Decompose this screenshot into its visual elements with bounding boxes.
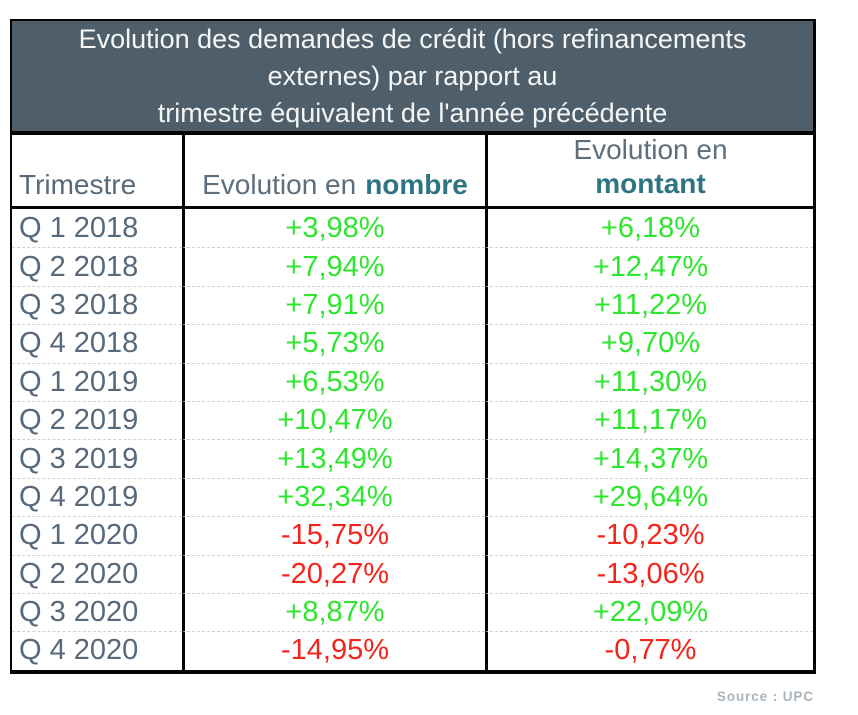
table-row: Q 4 2019 +32,34% +29,64%: [12, 477, 813, 517]
nombre-value: +5,73%: [182, 324, 485, 363]
table-row: Q 3 2020 +8,87% +22,09%: [12, 592, 813, 632]
montant-value: +14,37%: [485, 439, 813, 478]
quarter-label: Q 1 2018: [19, 211, 139, 244]
montant-value: -10,23%: [485, 516, 813, 555]
table-row: Q 2 2020 -20,27% -13,06%: [12, 554, 813, 593]
quarter-label: Q 1 2020: [12, 516, 182, 554]
quarter-label: Q 2 2019: [12, 400, 182, 439]
montant-value: +22,09%: [485, 592, 813, 632]
montant-value: +12,47%: [485, 247, 813, 286]
nombre-value: +13,49%: [182, 439, 485, 478]
table-title-line: externes) par rapport au: [267, 60, 558, 91]
table-row: Q 1 2019 +6,53% +11,30%: [12, 362, 813, 401]
nombre-value: +7,94%: [182, 247, 485, 286]
column-header-evolution-nombre: Evolution en nombre: [182, 135, 485, 206]
nombre-value: +8,87%: [182, 592, 485, 632]
nombre-value: -20,27%: [182, 554, 485, 593]
montant-value: -0,77%: [485, 631, 813, 670]
nombre-value: -15,75%: [182, 516, 485, 555]
table-row: Q 3 2019 +13,49% +14,37%: [12, 439, 813, 478]
table-row: Q 3 2018 +7,91% +11,22%: [12, 285, 813, 325]
quarter-label: Q 2 2018: [12, 247, 182, 285]
table-row: Q 4 2020 -14,95% -0,77%: [12, 631, 813, 670]
source-caption: Source : UPC: [716, 689, 814, 704]
montant-value: -13,06%: [485, 554, 813, 593]
nombre-value: +32,34%: [182, 477, 485, 517]
nombre-value: +7,91%: [182, 285, 485, 325]
quarter-label: Q 3 2018: [12, 285, 182, 324]
quarter-label: Q 3 2019: [12, 439, 182, 477]
quarter-label: Q 1 2019: [12, 362, 182, 401]
table-row: Q 4 2018 +5,73% +9,70%: [12, 324, 813, 363]
quarter-label: Q 4 2018: [12, 324, 182, 362]
montant-value: +11,30%: [485, 362, 813, 401]
quarter-label: Q 4 2019: [12, 477, 182, 516]
quarter-label: Q 4 2020: [12, 631, 182, 669]
column-header-evolution-montant: Evolution en montant: [485, 135, 813, 206]
table-title-line: trimestre équivalent de l'année précéden…: [157, 97, 668, 128]
nombre-value: +6,53%: [182, 362, 485, 401]
table-row: Q 1 2018 +3,98% +6,18%: [12, 209, 813, 248]
header-prefix: Evolution en: [202, 169, 357, 200]
table-row: Q 1 2020 -15,75% -10,23%: [12, 516, 813, 555]
montant-value: +9,70%: [485, 324, 813, 363]
table-title-line: Evolution des demandes de crédit (hors r…: [78, 23, 747, 54]
quarter-label: Q 2 2020: [12, 554, 182, 593]
column-header-trimestre: Trimestre: [19, 169, 137, 200]
header-bold-nombre: nombre: [365, 169, 468, 200]
header-bold-montant: montant: [595, 168, 706, 199]
table-row: Q 2 2018 +7,94% +12,47%: [12, 247, 813, 286]
nombre-value: +10,47%: [182, 400, 485, 440]
nombre-value: -14,95%: [182, 631, 485, 670]
montant-value: +11,17%: [485, 400, 813, 440]
quarter-label: Q 3 2020: [12, 592, 182, 631]
montant-value: +29,64%: [485, 477, 813, 517]
montant-value: +6,18%: [485, 209, 813, 248]
nombre-value: +3,98%: [182, 209, 485, 248]
header-prefix: Evolution en: [573, 135, 728, 165]
table-row: Q 2 2019 +10,47% +11,17%: [12, 400, 813, 440]
montant-value: +11,22%: [485, 285, 813, 325]
table-header-row: Trimestre Evolution en nombre Evolution e…: [12, 135, 813, 209]
table-title: Evolution des demandes de crédit (hors r…: [12, 21, 813, 135]
credit-evolution-table: Evolution des demandes de crédit (hors r…: [10, 19, 816, 674]
